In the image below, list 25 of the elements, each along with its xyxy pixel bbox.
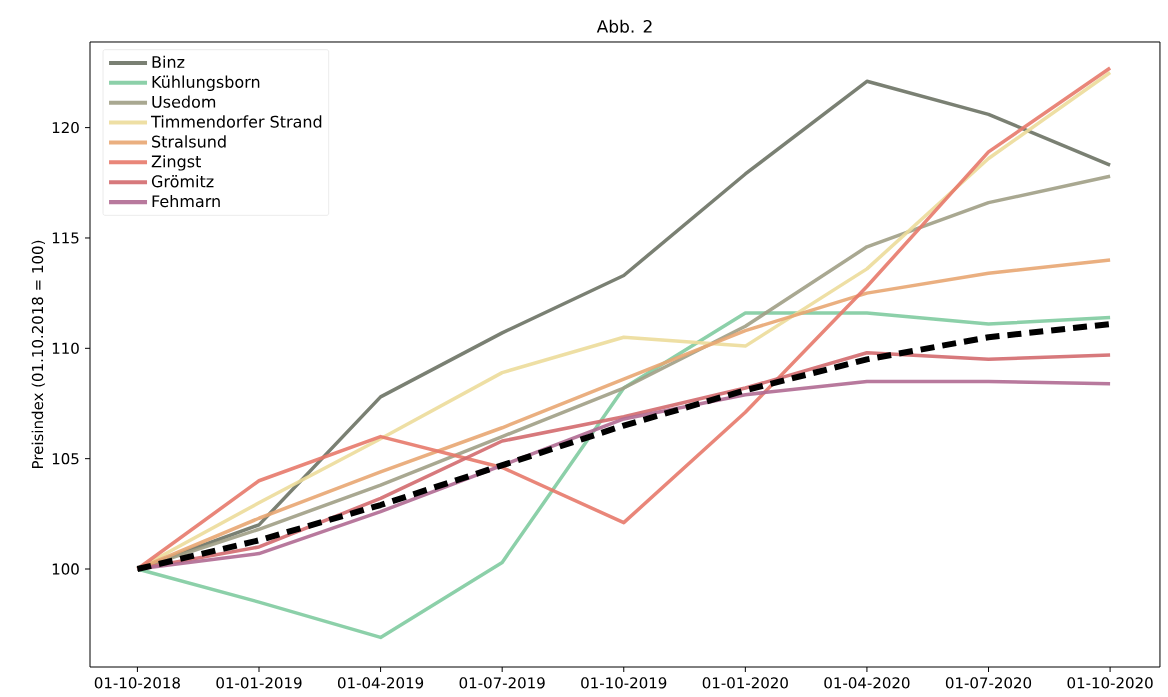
y-tick-label: 120 [52,121,79,134]
legend-label: Fehmarn [152,194,220,208]
y-axis-title: Preisindex (01.10.2018 = 100) [31,240,45,469]
x-tick-label: 01-07-2019 [459,677,545,689]
legend-label: Timmendorfer Strand [150,115,322,128]
x-tick-label: 01-10-2019 [581,677,667,689]
x-tick-label: 01-07-2020 [945,677,1032,689]
y-tick-label: 115 [52,232,79,244]
y-tick-label: 100 [52,563,79,575]
chart-title: Abb. 2 [596,19,652,33]
line-series [135,311,1112,640]
x-tick-label: 01-04-2019 [337,677,424,689]
legend-label: Kühlungsborn [152,75,260,92]
legend-label: Usedom [152,95,216,108]
x-tick-label: 01-10-2020 [1067,677,1153,689]
x-tick-label: 01-04-2020 [824,677,910,689]
x-tick-label: 01-01-2020 [702,677,788,689]
y-tick-label: 105 [52,452,79,465]
x-tick-label: 01-10-2018 [94,677,180,689]
y-tick-label: 110 [52,342,79,354]
legend-label: Zingst [151,155,201,171]
legend-label: Grömitz [151,175,214,188]
x-tick-label: 01-01-2019 [216,677,302,689]
legend-label: Binz [152,55,185,68]
legend-label: Stralsund [152,135,226,148]
